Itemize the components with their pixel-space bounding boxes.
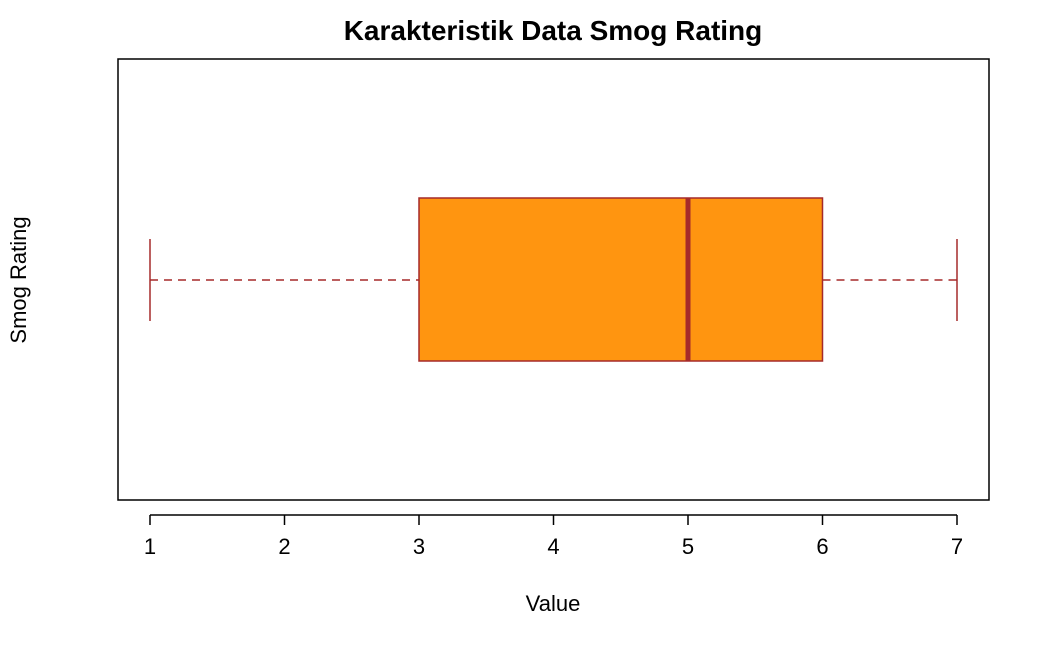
y-axis-label: Smog Rating <box>6 216 31 343</box>
x-tick-label: 7 <box>951 534 963 559</box>
chart-title: Karakteristik Data Smog Rating <box>344 15 763 46</box>
x-tick-label: 3 <box>413 534 425 559</box>
interquartile-box <box>418 197 824 362</box>
x-tick-label: 2 <box>278 534 290 559</box>
x-axis: 1 2 3 4 5 6 7 <box>144 514 963 559</box>
x-tick-label: 5 <box>682 534 694 559</box>
x-tick-label: 6 <box>816 534 828 559</box>
boxplot-series <box>149 197 958 362</box>
plot-frame <box>117 58 990 501</box>
x-tick-label: 1 <box>144 534 156 559</box>
x-axis-label: Value <box>526 591 581 616</box>
x-tick-label: 4 <box>547 534 559 559</box>
